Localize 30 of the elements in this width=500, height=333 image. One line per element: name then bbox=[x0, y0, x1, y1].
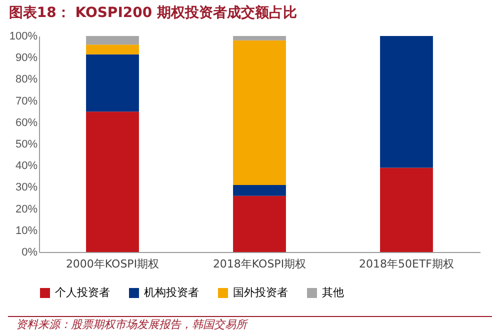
y-tick-label: 60% bbox=[15, 116, 38, 129]
x-tick-label: 2000年KOSPI期权 bbox=[66, 258, 160, 270]
legend-label: 机构投资者 bbox=[144, 286, 199, 299]
y-tick-label: 30% bbox=[15, 182, 38, 194]
y-tick-label: 40% bbox=[15, 160, 38, 172]
bar bbox=[233, 40, 286, 186]
bar bbox=[86, 112, 139, 252]
bar bbox=[86, 36, 139, 45]
y-tick-label: 70% bbox=[15, 95, 38, 108]
x-tick-label: 2018年KOSPI期权 bbox=[212, 258, 306, 270]
y-tick-label: 100% bbox=[9, 30, 38, 42]
y-tick-label: 20% bbox=[15, 203, 38, 216]
y-tick-label: 80% bbox=[15, 74, 38, 86]
bar bbox=[86, 54, 139, 112]
y-tick-label: 50% bbox=[15, 138, 38, 150]
chart-title: 图表18： KOSPI200 期权投资者成交额占比 bbox=[8, 4, 298, 21]
y-tick-label: 10% bbox=[15, 224, 38, 237]
bar bbox=[380, 168, 433, 252]
legend-label: 个人投资者 bbox=[55, 286, 110, 299]
text: 资料来源：股票期权市场发展报告，韩国交易所 bbox=[8, 316, 492, 332]
y-tick-label: 0% bbox=[22, 246, 38, 258]
legend-label: 国外投资者 bbox=[233, 286, 288, 299]
legend-label: 其他 bbox=[322, 286, 344, 299]
y-tick-label: 90% bbox=[15, 52, 38, 64]
bar bbox=[233, 36, 286, 40]
bar bbox=[233, 196, 286, 252]
x-tick-label: 2018年50ETF期权 bbox=[359, 258, 454, 270]
bar bbox=[233, 185, 286, 196]
bar bbox=[380, 36, 433, 168]
bar bbox=[86, 44, 139, 54]
